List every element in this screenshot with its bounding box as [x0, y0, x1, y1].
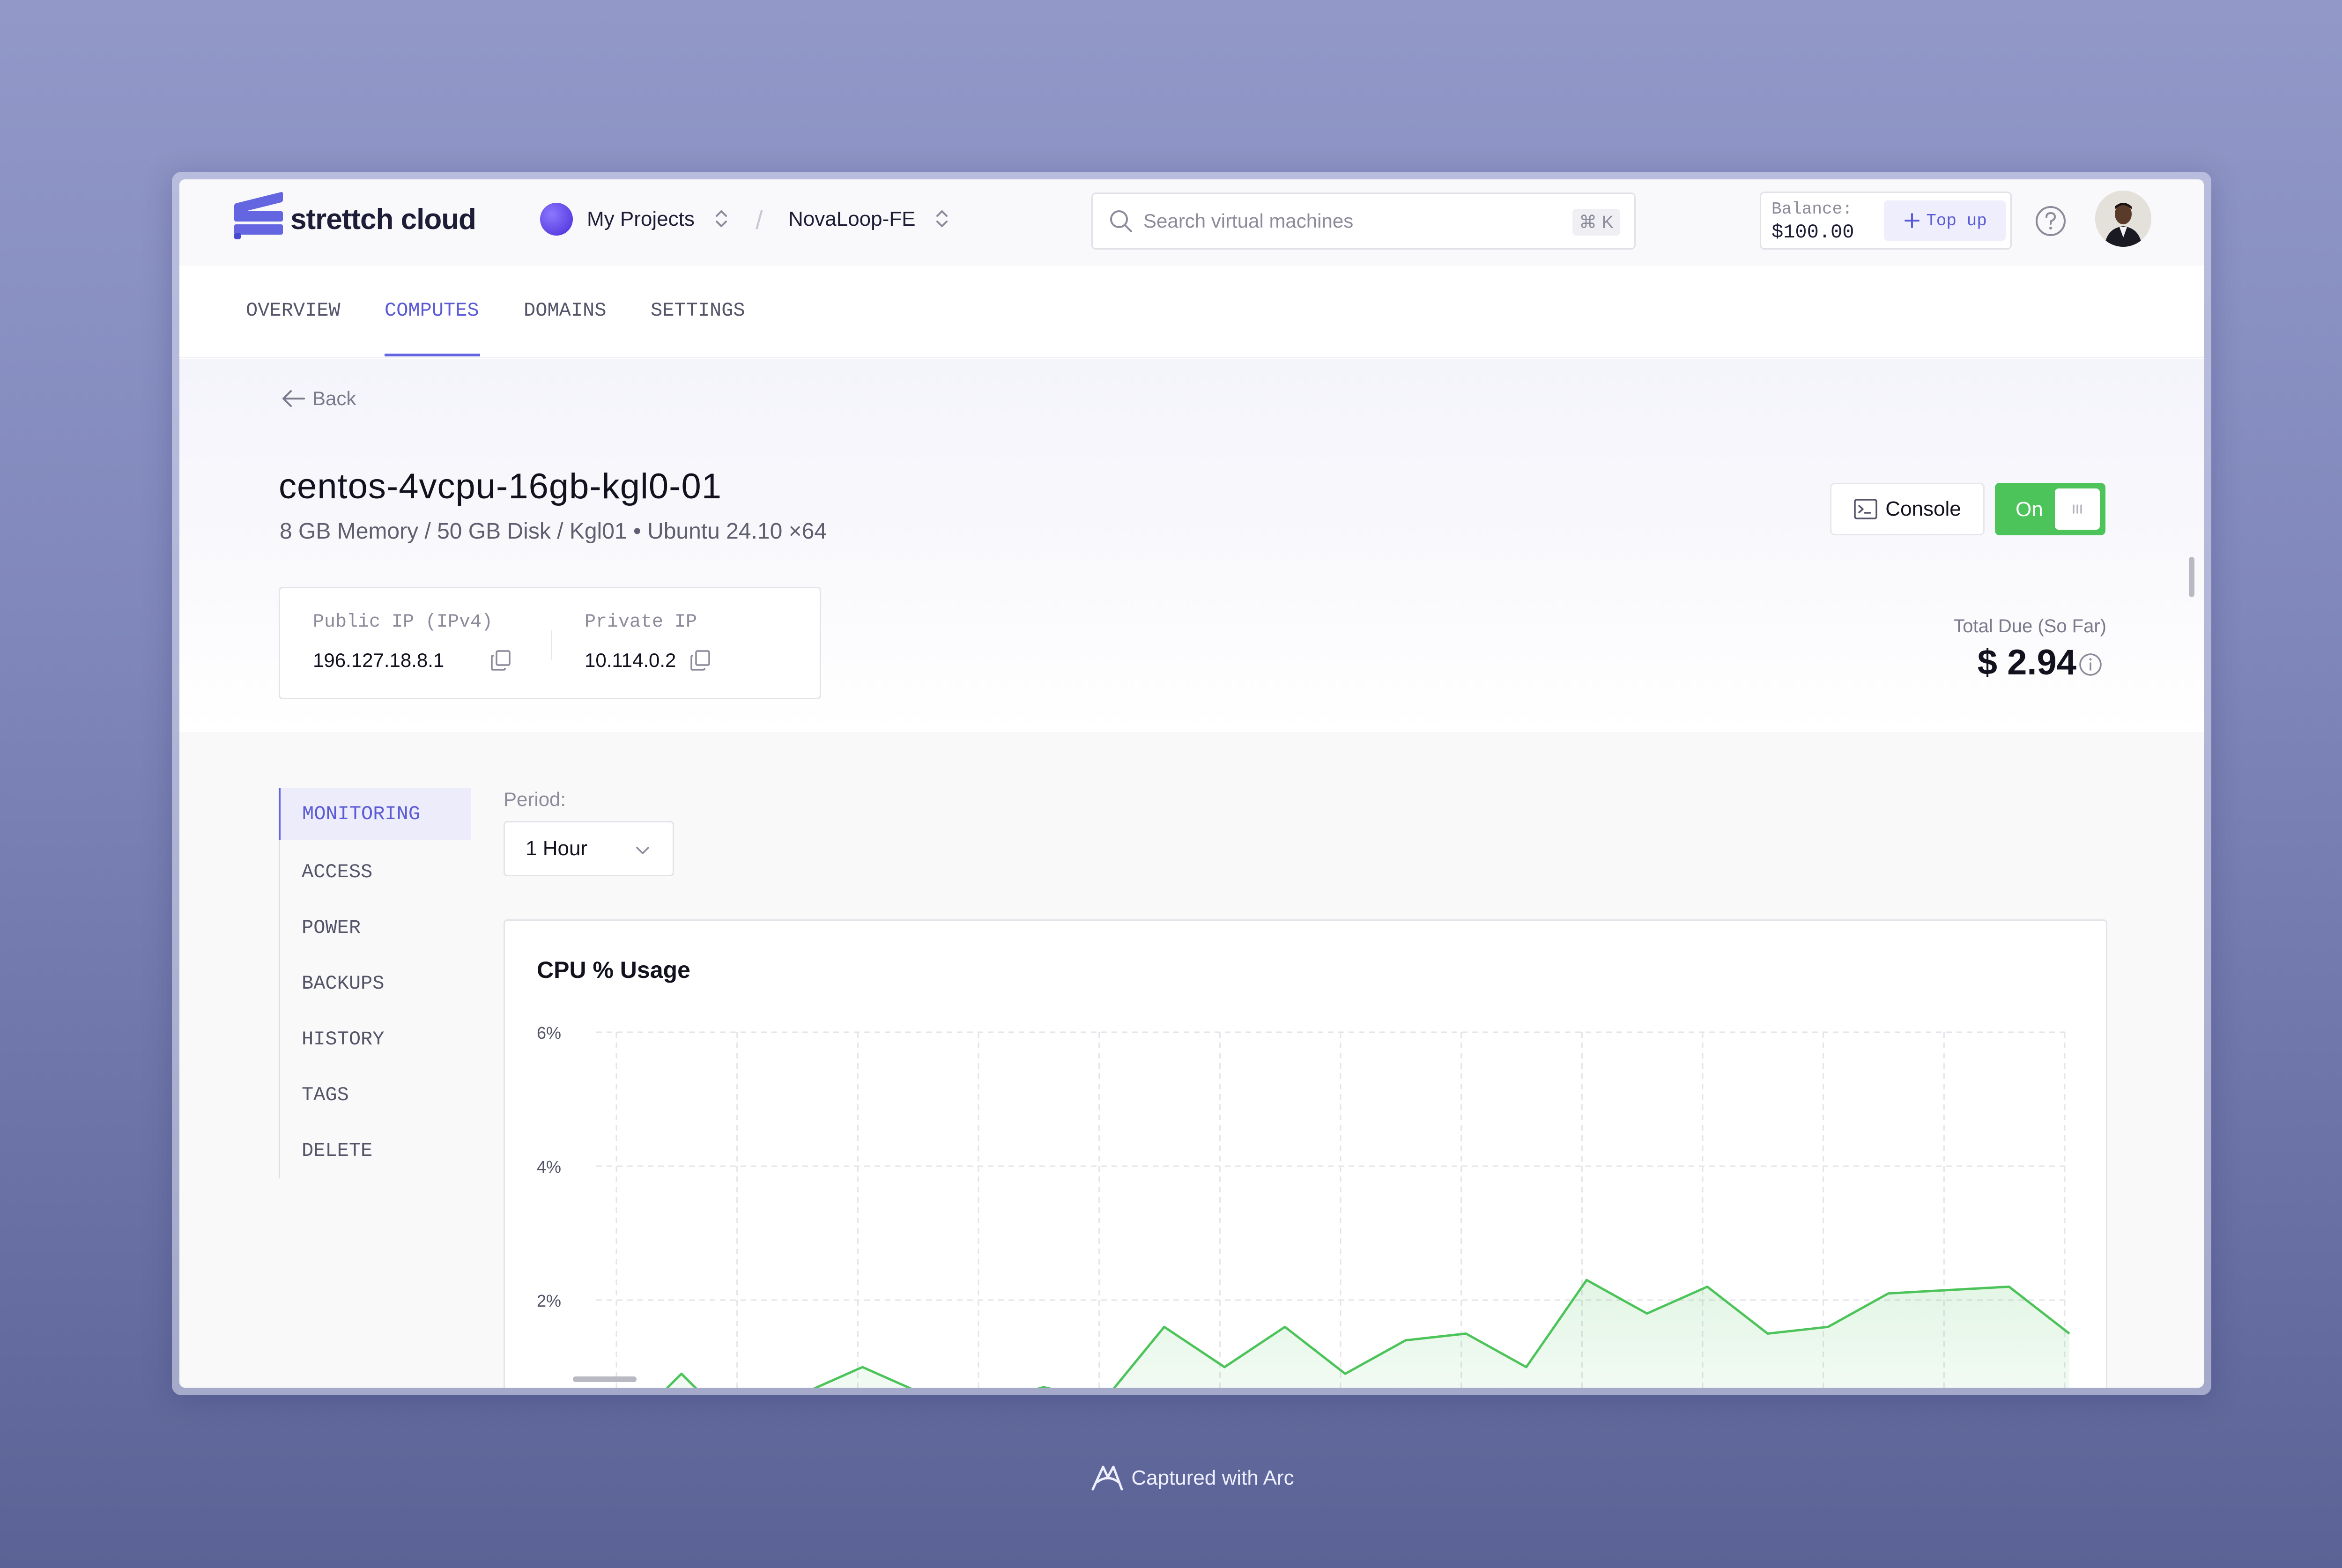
caption-text: Captured with Arc	[1131, 1466, 1294, 1489]
info-icon[interactable]	[2078, 652, 2103, 677]
toggle-knob	[2055, 488, 2100, 530]
ip-divider	[551, 630, 552, 660]
y-tick-label: 4%	[537, 1157, 561, 1176]
search-input[interactable]: Search virtual machines ⌘ K	[1091, 192, 1636, 250]
sidenav-item-access[interactable]: ACCESS	[302, 860, 373, 883]
sidenav-item-tags[interactable]: TAGS	[302, 1083, 349, 1106]
ip-address-card: Public IP (IPv4) 196.127.18.8.1 Private …	[279, 587, 821, 699]
vertical-scrollbar[interactable]	[2189, 557, 2194, 597]
browser-window: strettch cloud My Projects / NovaLoop-FE…	[179, 179, 2204, 1388]
vm-detail-section: Back centos-4vcpu-16gb-kgl0-01 8 GB Memo…	[179, 359, 2204, 732]
back-label: Back	[312, 387, 356, 409]
terminal-icon	[1854, 499, 1878, 519]
sidenav-item-backups[interactable]: BACKUPS	[302, 972, 385, 995]
balance-label: Balance:	[1771, 200, 1853, 219]
y-tick-label: 2%	[537, 1291, 561, 1310]
app-logo[interactable]: strettch cloud	[234, 192, 476, 241]
cpu-usage-area	[667, 1280, 2069, 1388]
help-icon[interactable]	[2034, 205, 2067, 237]
top-up-label: Top up	[1926, 211, 1987, 230]
project-avatar-icon	[540, 203, 573, 236]
vm-name: centos-4vcpu-16gb-kgl0-01	[279, 466, 722, 506]
capture-caption: Captured with Arc	[0, 1463, 2342, 1493]
plus-icon	[1905, 213, 1920, 228]
main-tabs: OVERVIEW COMPUTES DOMAINS SETTINGS	[179, 266, 2204, 358]
chevron-down-icon	[636, 847, 649, 854]
private-ip-value: 10.114.0.2	[585, 649, 676, 671]
copy-icon[interactable]	[490, 649, 511, 672]
breadcrumb-separator: /	[756, 205, 763, 235]
project-name-switcher[interactable]: NovaLoop-FE	[788, 203, 950, 236]
copy-icon[interactable]	[689, 649, 711, 672]
vm-side-nav: MONITORING ACCESS POWER BACKUPS HISTORY …	[279, 788, 471, 1178]
sidenav-item-delete[interactable]: DELETE	[302, 1139, 373, 1162]
cpu-usage-chart: CPU % Usage 6% 4% 2%	[504, 919, 2107, 1388]
period-select[interactable]: 1 Hour	[504, 821, 674, 876]
private-ip-label: Private IP	[585, 612, 697, 633]
tab-domains[interactable]: DOMAINS	[524, 299, 607, 322]
search-shortcut-badge: ⌘ K	[1572, 209, 1620, 236]
back-link[interactable]: Back	[281, 387, 356, 410]
vm-tabs-section: MONITORING ACCESS POWER BACKUPS HISTORY …	[179, 732, 2204, 1388]
console-label: Console	[1885, 497, 1961, 520]
horizontal-scrollbar[interactable]	[573, 1376, 637, 1382]
user-avatar[interactable]	[2095, 191, 2151, 247]
balance-value: $100.00	[1771, 221, 1854, 244]
app-name: strettch cloud	[290, 203, 476, 236]
balance-widget: Balance: $100.00 Top up	[1760, 192, 2012, 250]
active-tab-indicator	[385, 354, 480, 356]
chevron-updown-icon	[713, 207, 729, 231]
sidenav-item-history[interactable]: HISTORY	[302, 1028, 385, 1050]
chart-title: CPU % Usage	[537, 957, 690, 983]
arc-logo-icon	[1091, 1465, 1123, 1491]
project-switcher[interactable]: My Projects	[540, 203, 729, 236]
public-ip-label: Public IP (IPv4)	[313, 612, 493, 633]
project-name: NovaLoop-FE	[788, 207, 916, 230]
top-header: strettch cloud My Projects / NovaLoop-FE…	[179, 179, 2204, 266]
chevron-updown-icon	[934, 207, 950, 231]
search-placeholder: Search virtual machines	[1143, 210, 1354, 232]
vm-spec: 8 GB Memory / 50 GB Disk / Kgl01 • Ubunt…	[280, 519, 827, 544]
power-label: On	[2016, 498, 2043, 521]
arrow-left-icon	[282, 390, 305, 407]
project-label: My Projects	[587, 207, 695, 230]
period-value: 1 Hour	[526, 837, 588, 860]
sidenav-item-monitoring[interactable]: MONITORING	[279, 788, 471, 840]
tab-settings[interactable]: SETTINGS	[651, 299, 745, 322]
console-button[interactable]: Console	[1830, 483, 1985, 535]
public-ip-value: 196.127.18.8.1	[313, 649, 445, 671]
chart-canvas: 6% 4% 2%	[537, 1023, 2070, 1388]
tab-overview[interactable]: OVERVIEW	[246, 299, 341, 322]
power-toggle[interactable]: On	[1995, 483, 2105, 535]
y-tick-label: 6%	[537, 1023, 561, 1043]
logo-icon	[234, 192, 283, 241]
tab-computes[interactable]: COMPUTES	[385, 299, 479, 322]
sidenav-item-power[interactable]: POWER	[302, 916, 361, 939]
period-label: Period:	[504, 788, 566, 810]
total-due-value: $ 2.94	[1977, 643, 2076, 682]
search-icon	[1110, 210, 1132, 232]
total-due-label: Total Due (So Far)	[1953, 616, 2106, 636]
top-up-button[interactable]: Top up	[1884, 200, 2006, 241]
